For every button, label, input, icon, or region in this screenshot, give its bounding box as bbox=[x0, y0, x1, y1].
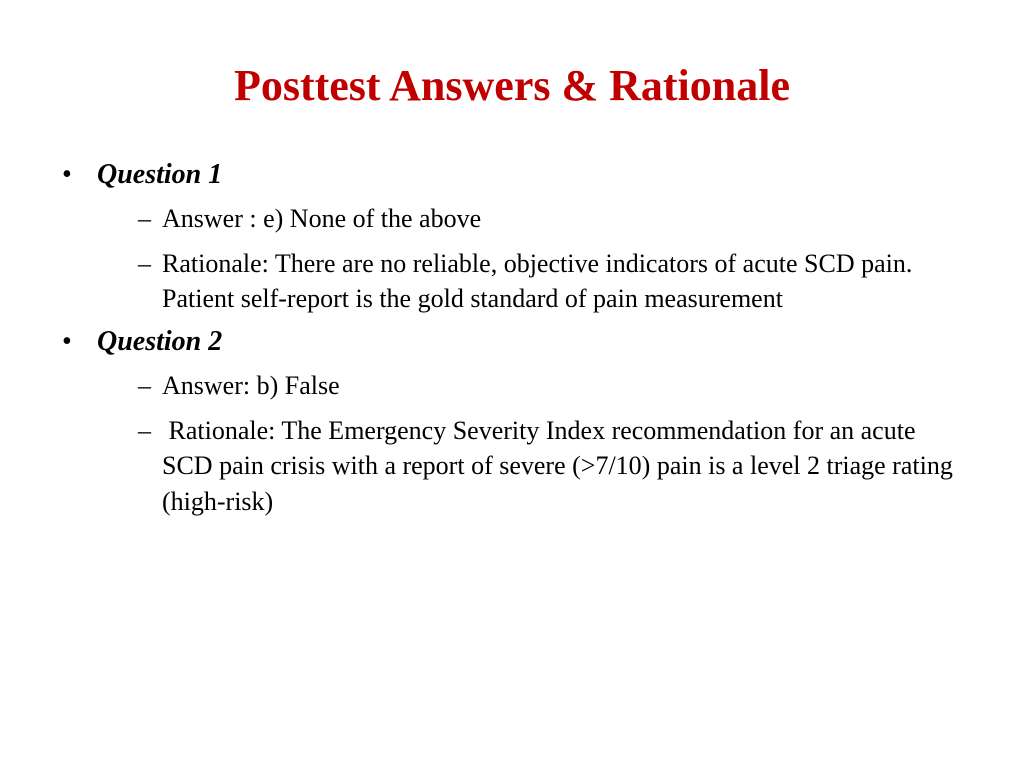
rationale-text: Rationale: The Emergency Severity Index … bbox=[138, 413, 954, 518]
question-item: Question 1 Answer : e) None of the above… bbox=[90, 159, 954, 316]
detail-list: Answer : e) None of the above Rationale:… bbox=[90, 201, 954, 316]
slide: Posttest Answers & Rationale Question 1 … bbox=[0, 0, 1024, 768]
answer-text: Answer: b) False bbox=[138, 368, 954, 403]
slide-title: Posttest Answers & Rationale bbox=[70, 60, 954, 111]
detail-list: Answer: b) False Rationale: The Emergenc… bbox=[90, 368, 954, 518]
answer-text: Answer : e) None of the above bbox=[138, 201, 954, 236]
question-list: Question 1 Answer : e) None of the above… bbox=[70, 159, 954, 519]
question-label: Question 2 bbox=[97, 326, 222, 357]
rationale-text: Rationale: There are no reliable, object… bbox=[138, 246, 954, 316]
question-item: Question 2 Answer: b) False Rationale: T… bbox=[90, 326, 954, 518]
question-label: Question 1 bbox=[97, 159, 222, 190]
